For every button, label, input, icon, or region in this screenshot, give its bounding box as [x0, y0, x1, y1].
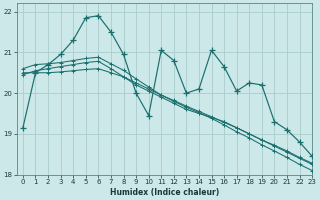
X-axis label: Humidex (Indice chaleur): Humidex (Indice chaleur) [110, 188, 219, 197]
